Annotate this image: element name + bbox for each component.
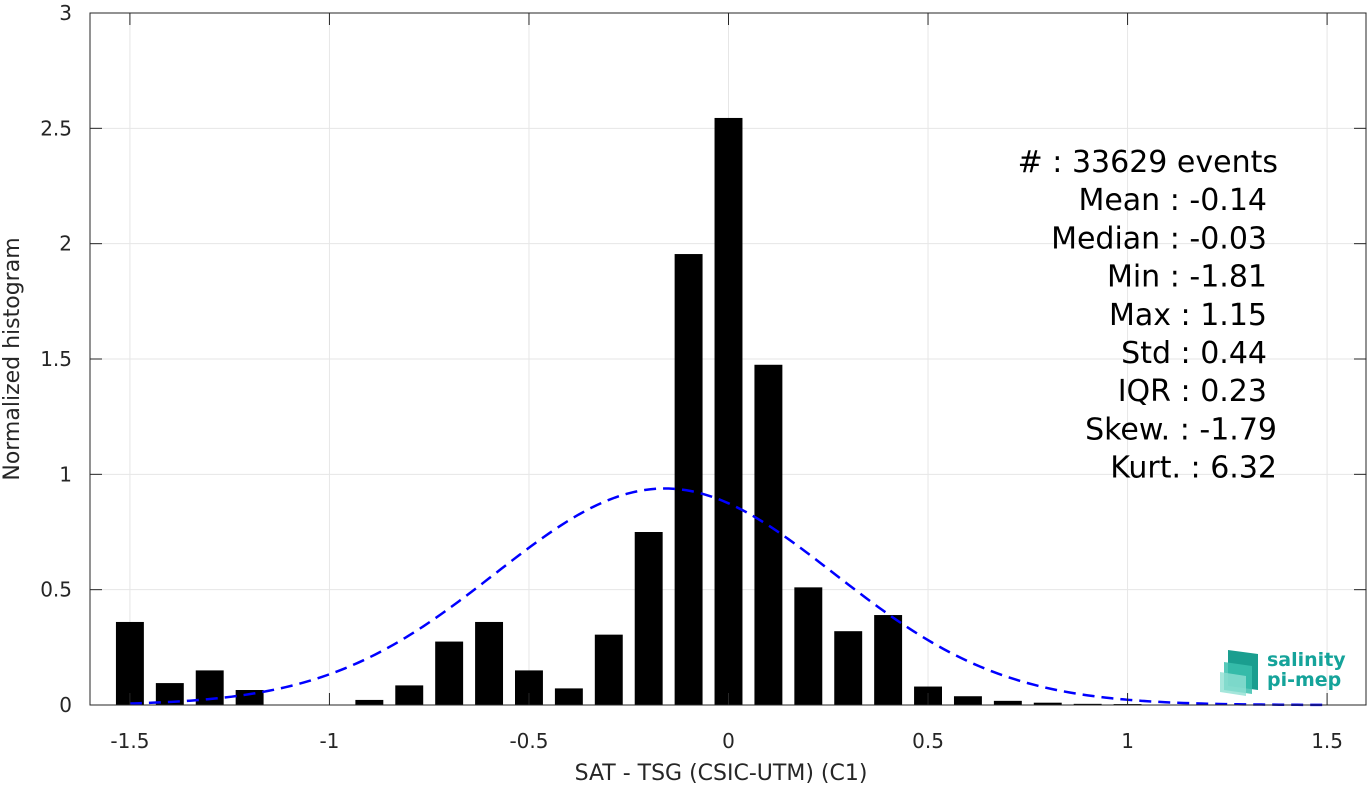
bar-14 [674, 254, 703, 705]
bar-11 [554, 688, 583, 705]
x-tick-label-4: 0.5 [912, 729, 944, 753]
logo-mark-icon [1220, 650, 1258, 696]
stats-line-0: # : 33629 events [1018, 145, 1278, 180]
bar-15 [714, 117, 743, 706]
bar-8 [435, 641, 464, 705]
bar-23 [1033, 702, 1062, 705]
x-axis-label: SAT - TSG (CSIC-UTM) (C1) [575, 761, 868, 785]
y-tick-label-5: 2.5 [40, 116, 72, 140]
bar-7 [395, 685, 424, 705]
bar-13 [634, 532, 663, 705]
y-tick-label-3: 1.5 [40, 347, 72, 371]
axis-ticks [90, 12, 1366, 706]
bar-21 [953, 696, 982, 705]
bar-24 [1073, 703, 1102, 705]
x-tick-labels: -1.5 -1 -0.5 0 0.5 1 1.5 [110, 729, 1343, 753]
bar-6 [355, 699, 384, 705]
bar-19 [874, 615, 903, 705]
y-tick-label-6: 3 [59, 1, 72, 25]
bar-9 [475, 621, 504, 705]
x-tick-label-0: -1.5 [110, 729, 149, 753]
x-tick-label-3: 0 [722, 729, 735, 753]
x-tick-label-2: -0.5 [509, 729, 548, 753]
y-axis-label: Normalized histogram [0, 237, 25, 480]
bar-1 [155, 683, 184, 705]
stats-line-8: Kurt. : 6.32 [1110, 451, 1277, 486]
salinity-pi-mep-logo: salinity pi-mep [1220, 649, 1346, 696]
y-tick-label-2: 1 [59, 462, 72, 486]
bar-16 [754, 364, 783, 705]
bar-3 [235, 690, 264, 705]
stats-line-1: Mean : -0.14 [1078, 183, 1267, 218]
stats-line-4: Max : 1.15 [1109, 298, 1267, 333]
y-tick-label-0: 0 [59, 693, 72, 717]
bar-17 [794, 587, 823, 705]
y-tick-label-1: 0.5 [40, 578, 72, 602]
stats-line-3: Min : -1.81 [1107, 260, 1267, 295]
logo-line2: pi-mep [1267, 669, 1341, 691]
bar-12 [594, 634, 623, 705]
bars [115, 117, 1182, 706]
bar-18 [834, 631, 863, 705]
stats-line-7: Skew. : -1.79 [1085, 412, 1277, 447]
bar-22 [993, 700, 1022, 705]
logo-line1: salinity [1267, 649, 1346, 671]
bar-0 [115, 621, 144, 705]
y-tick-label-4: 2 [59, 232, 72, 256]
x-tick-label-5: 1 [1121, 729, 1134, 753]
y-tick-labels: 0 0.5 1 1.5 2 2.5 3 [40, 1, 72, 717]
stats-line-2: Median : -0.03 [1051, 221, 1267, 256]
x-tick-label-1: -1 [319, 729, 339, 753]
stats-line-5: Std : 0.44 [1121, 336, 1267, 371]
stats-line-6: IQR : 0.23 [1118, 374, 1267, 409]
x-tick-label-6: 1.5 [1311, 729, 1343, 753]
